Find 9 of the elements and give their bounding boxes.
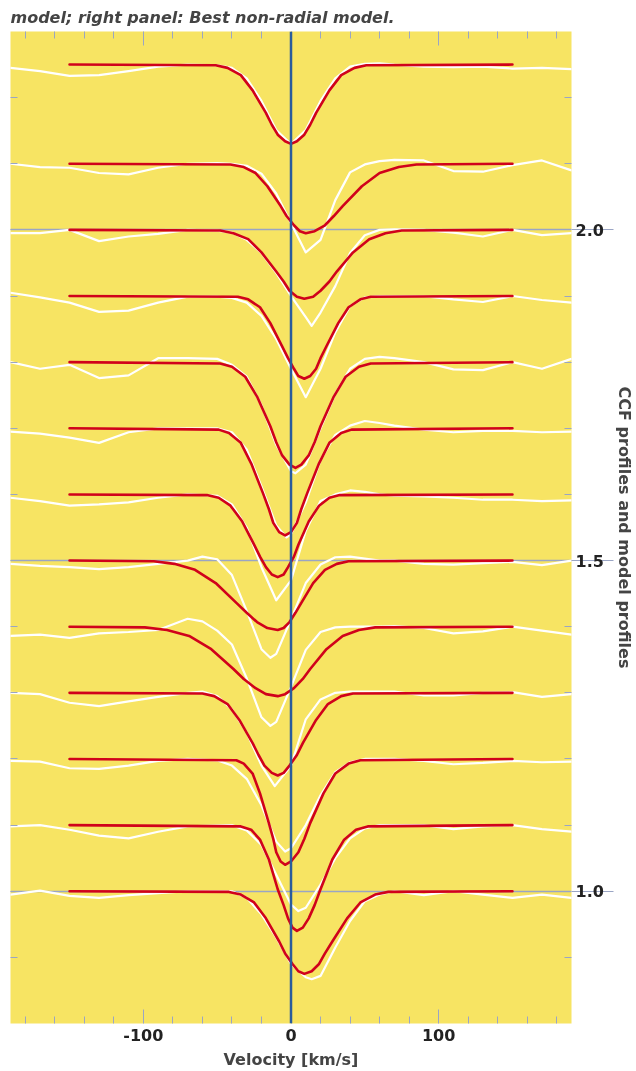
chart-title: model; right panel: Best non-radial model. — [10, 7, 395, 27]
x-tick-label: -100 — [123, 1025, 164, 1045]
y-tick-label: 1.5 — [575, 551, 604, 571]
x-tick-label: 0 — [285, 1025, 297, 1045]
x-tick-label: 100 — [421, 1025, 456, 1045]
y-tick-label: 2.0 — [575, 220, 604, 240]
y-tick-label: 1.0 — [575, 882, 604, 902]
y-axis-title: CCF profiles and model profiles — [614, 386, 634, 669]
x-axis-title: Velocity [km/s] — [223, 1049, 359, 1069]
